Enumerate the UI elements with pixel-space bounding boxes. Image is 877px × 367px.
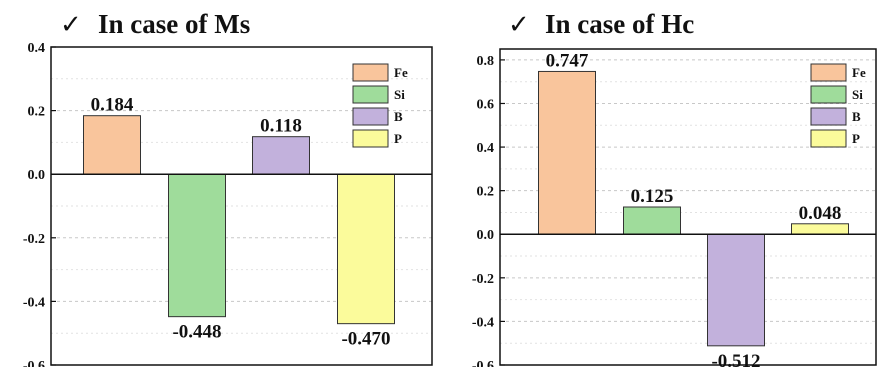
y-tick-label: 0.4	[477, 141, 495, 156]
data-label-p: -0.470	[341, 329, 390, 350]
y-tick-label: -0.4	[472, 315, 494, 330]
y-tick-label: 0.0	[28, 168, 46, 183]
title-checkmark: ✓	[508, 10, 530, 40]
legend-swatch-p	[352, 129, 389, 148]
title-checkmark: ✓	[60, 10, 82, 40]
plot-frame	[499, 48, 877, 366]
y-tick-label: -0.2	[472, 272, 494, 287]
chart-title: In case of Hc	[545, 9, 694, 39]
legend-label-si: Si	[852, 87, 863, 102]
legend-swatch-fe	[352, 63, 389, 82]
data-label-si: 0.125	[631, 186, 674, 207]
y-tick-label: -0.4	[23, 295, 45, 310]
legend-swatch-p	[810, 129, 847, 148]
legend-label-b: B	[394, 109, 403, 124]
legend-label-si: Si	[394, 87, 405, 102]
legend-swatch-si	[810, 85, 847, 104]
y-tick-label: 0.6	[477, 97, 495, 112]
bar-si	[168, 173, 226, 318]
legend: Fe Si BP	[810, 63, 866, 148]
legend-label-p: P	[852, 131, 860, 146]
bar-b	[707, 233, 765, 347]
data-label-b: 0.118	[260, 116, 302, 137]
data-label-fe: 0.184	[91, 95, 134, 116]
data-label-si: -0.448	[172, 322, 221, 343]
data-label-fe: 0.747	[546, 50, 589, 71]
y-tick-label: 0.0	[477, 228, 495, 243]
legend-label-fe: Fe	[852, 65, 866, 80]
legend-swatch-b	[810, 107, 847, 126]
legend-label-b: B	[852, 109, 861, 124]
legend-label-p: P	[394, 131, 402, 146]
y-tick-label: 0.2	[477, 185, 495, 200]
legend-swatch-b	[352, 107, 389, 126]
legend-swatch-si	[352, 85, 389, 104]
legend-label-fe: Fe	[394, 65, 408, 80]
y-tick-label: 0.2	[28, 105, 46, 120]
plot-frame	[50, 46, 433, 366]
bar-si	[623, 206, 681, 235]
bar-fe	[538, 70, 596, 235]
bar-p	[337, 173, 395, 325]
bar-p	[791, 223, 849, 235]
chart-1: ✓ In case of Ms 0.184 -0.448 0.118 -0.470 -0.6…	[23, 9, 433, 367]
legend: Fe Si BP	[352, 63, 408, 148]
legend-swatch-fe	[810, 63, 847, 82]
y-tick-label: 0.8	[477, 54, 495, 69]
chart-title: In case of Ms	[98, 9, 250, 39]
y-tick-label: -0.6	[23, 359, 45, 367]
chart-2: ✓ In case of Hc 0.747 0.125 -0.512 0.048 -0.6 -…	[472, 9, 877, 367]
data-label-p: 0.048	[799, 203, 842, 224]
y-tick-label: -0.6	[472, 359, 494, 367]
y-tick-label: -0.2	[23, 232, 45, 247]
data-label-b: -0.512	[711, 351, 760, 367]
bar-fe	[83, 115, 141, 175]
bar-b	[252, 136, 310, 175]
y-tick-label: 0.4	[28, 41, 46, 56]
